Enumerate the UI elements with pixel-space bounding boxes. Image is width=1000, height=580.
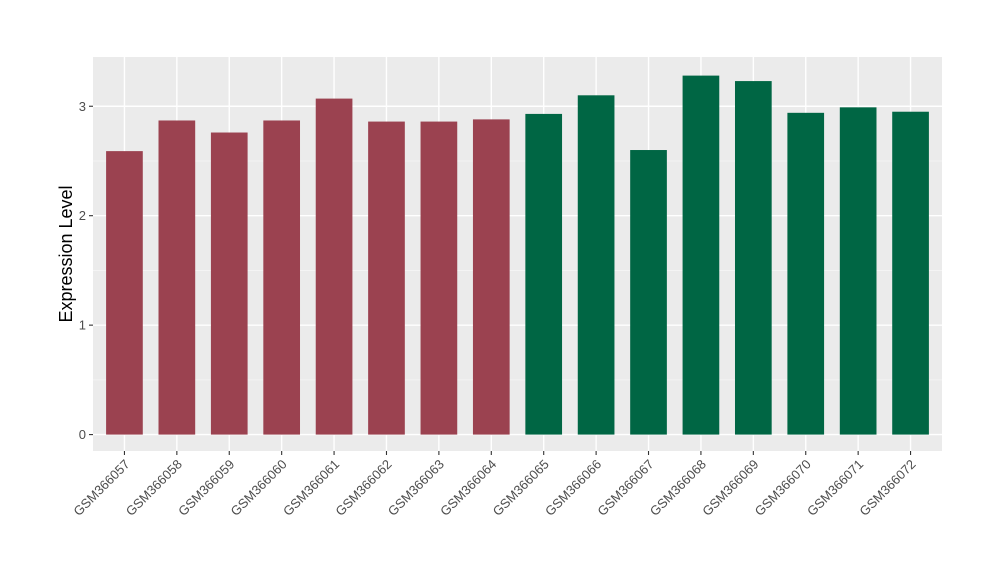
bar-GSM366070 xyxy=(787,112,825,435)
y-tick-label: 1 xyxy=(79,318,86,333)
bar-GSM366064 xyxy=(472,119,510,435)
bar-GSM366062 xyxy=(368,121,405,435)
y-axis-title: Expression Level xyxy=(56,185,76,322)
y-tick-label: 2 xyxy=(79,208,86,223)
bar-GSM366071 xyxy=(839,107,877,435)
y-tick-label: 0 xyxy=(79,427,86,442)
bar-GSM366069 xyxy=(734,81,772,435)
x-tick-label: GSM366072 xyxy=(856,457,918,519)
bar-GSM366059 xyxy=(210,132,248,435)
bar-GSM366058 xyxy=(158,120,196,435)
bar-GSM366060 xyxy=(263,120,301,435)
bar-GSM366067 xyxy=(630,150,667,435)
bar-GSM366057 xyxy=(106,151,143,435)
bar-GSM366061 xyxy=(315,98,353,435)
bar-GSM366063 xyxy=(420,121,458,435)
bar-GSM366066 xyxy=(577,95,615,435)
bars xyxy=(106,75,929,435)
bar-GSM366072 xyxy=(892,111,929,435)
bar-GSM366065 xyxy=(525,113,563,435)
y-tick-label: 3 xyxy=(79,99,86,114)
bar-GSM366068 xyxy=(682,75,720,435)
